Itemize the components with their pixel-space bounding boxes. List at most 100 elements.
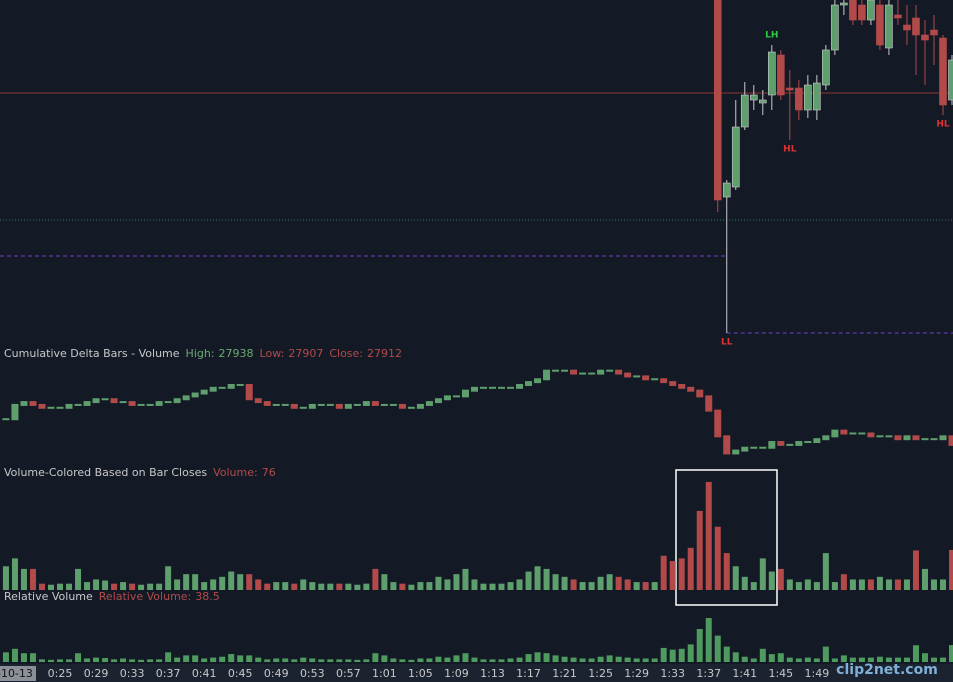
delta-bar — [678, 383, 686, 389]
delta-bar — [488, 386, 496, 389]
relative-volume-bar — [705, 618, 712, 662]
volume-bar — [624, 579, 631, 590]
relative-volume-bar — [47, 659, 54, 662]
delta-bar — [56, 406, 64, 409]
x-tick-label: 0:49 — [264, 667, 289, 680]
volume-bar — [309, 582, 316, 590]
delta-bar — [236, 383, 244, 386]
candle-body — [713, 0, 722, 201]
delta-bar — [92, 398, 100, 404]
delta-bar — [570, 369, 578, 375]
delta-bar — [263, 401, 271, 406]
volume-bar — [885, 579, 892, 590]
relative-volume-bar — [300, 657, 307, 662]
relative-volume-bar — [912, 645, 919, 662]
x-tick-label: 1:41 — [732, 667, 757, 680]
volume-bar — [543, 568, 550, 590]
candle-body — [894, 14, 902, 19]
relative-volume-bar — [129, 659, 136, 662]
delta-bar — [642, 375, 650, 381]
candle-body — [804, 84, 812, 111]
delta-bar — [543, 369, 551, 381]
relative-volume-bar — [219, 656, 226, 662]
x-tick-label: 1:29 — [624, 667, 649, 680]
candle-body — [876, 4, 884, 46]
delta-bar — [47, 406, 55, 409]
volume-bar — [102, 580, 109, 590]
volume-bar — [120, 582, 127, 590]
relative-volume-bar — [84, 658, 91, 662]
relative-volume-bar — [561, 656, 568, 662]
x-tick-label: 1:05 — [408, 667, 433, 680]
relative-volume-bar — [849, 657, 856, 662]
delta-bar — [470, 386, 478, 392]
delta-bar — [173, 398, 181, 404]
volume-bar — [588, 582, 595, 590]
relative-volume-bar — [138, 659, 145, 662]
delta-bar — [281, 403, 289, 406]
relative-volume-bar — [813, 658, 820, 662]
delta-bar — [38, 403, 46, 409]
delta-bar — [903, 435, 911, 441]
volume-bar — [525, 571, 532, 590]
relative-volume-bar — [696, 629, 703, 662]
relative-volume-bar — [687, 644, 694, 662]
delta-bar — [29, 401, 37, 406]
delta-bar — [425, 401, 433, 406]
x-tick-label: 0:25 — [48, 667, 73, 680]
panel-title: Relative Volume — [4, 590, 93, 603]
delta-bar — [290, 403, 298, 409]
volume-bar — [38, 583, 45, 590]
pivot-label: HL — [783, 145, 797, 155]
x-tick-label: 0:57 — [336, 667, 361, 680]
relative-volume-bar — [741, 656, 748, 662]
volume-bar — [174, 579, 181, 590]
date-tag — [0, 666, 36, 681]
volume-bar — [804, 579, 811, 590]
x-tick-label: 0:29 — [84, 667, 109, 680]
volume-bar — [129, 583, 136, 590]
volume-bar — [111, 583, 118, 590]
watermark: clip2net.com — [836, 662, 938, 678]
volume-bar — [750, 582, 757, 590]
delta-bar — [200, 389, 208, 395]
volume-bar — [516, 579, 523, 590]
volume-bar — [660, 555, 667, 590]
candle-body — [813, 82, 821, 111]
relative-volume-bar — [651, 658, 658, 662]
relative-volume-bar — [714, 635, 721, 662]
delta-bar — [2, 418, 10, 421]
delta-bar — [254, 398, 262, 404]
relative-volume-bar — [174, 657, 181, 662]
volume-bar — [399, 583, 406, 590]
relative-volume-bar — [291, 659, 298, 662]
volume-bar — [471, 579, 478, 590]
relative-volume-bar — [921, 653, 928, 662]
stat-label: High: — [186, 347, 215, 360]
x-tick-label: 1:17 — [516, 667, 541, 680]
relative-volume-bar — [192, 655, 199, 662]
relative-volume-bar — [876, 656, 883, 662]
relative-volume-bar — [183, 655, 190, 662]
relative-volume-bar — [336, 659, 343, 662]
volume-bar — [75, 568, 82, 590]
x-tick-label: 1:01 — [372, 667, 397, 680]
delta-bar — [380, 403, 388, 406]
time-axis — [0, 664, 953, 682]
stat-label: Relative Volume: — [99, 590, 191, 603]
relative-volume-bar — [390, 658, 397, 662]
volume-bar — [795, 582, 802, 590]
relative-volume-bar — [282, 658, 289, 662]
relative-volume-bar — [516, 657, 523, 662]
candle-body — [768, 51, 776, 96]
delta-bar — [687, 386, 695, 392]
delta-bar — [552, 369, 560, 372]
volume-bar — [11, 558, 18, 590]
relative-volume-bar — [426, 658, 433, 662]
relative-volume-bar — [273, 658, 280, 662]
volume-bar — [20, 568, 27, 590]
volume-bar — [903, 579, 910, 590]
stat-value: 76 — [262, 466, 276, 479]
